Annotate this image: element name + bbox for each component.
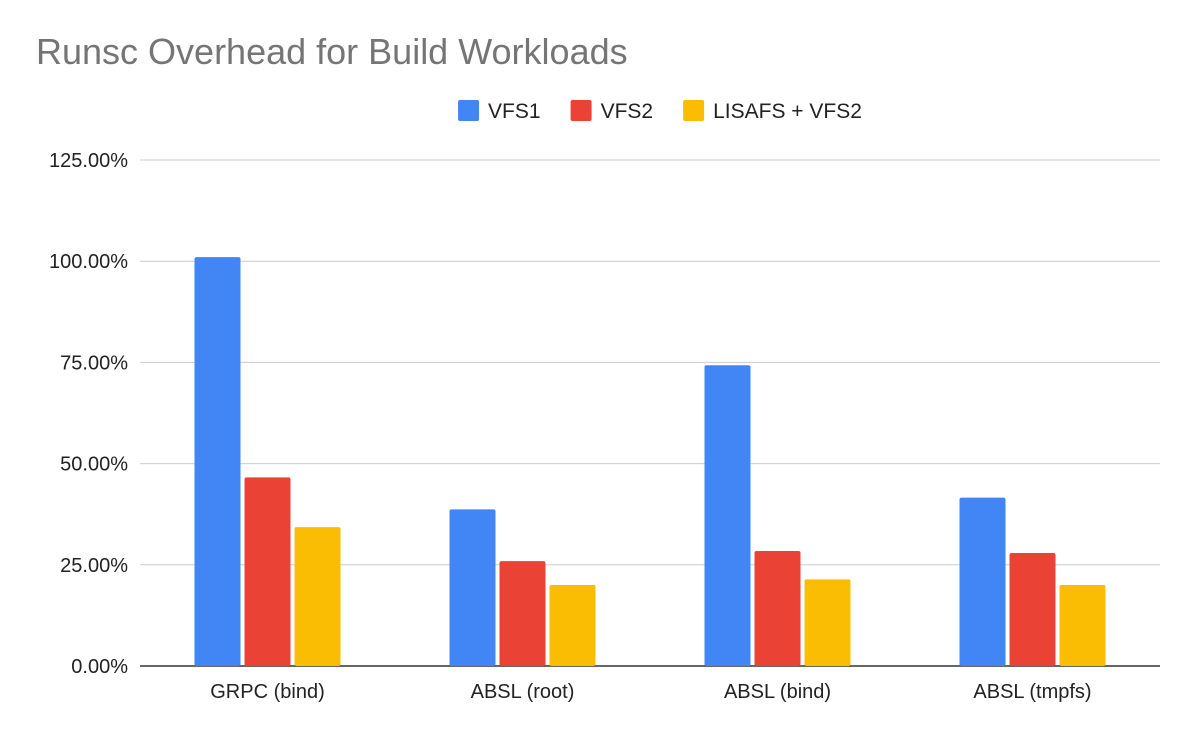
legend-swatch — [570, 100, 592, 121]
bar — [244, 477, 291, 666]
legend-swatch — [683, 100, 705, 121]
bar — [449, 509, 496, 666]
x-category-label: ABSL (root) — [471, 681, 575, 703]
y-tick-label: 75.00% — [60, 352, 128, 374]
y-tick-label: 100.00% — [49, 251, 128, 273]
legend-item: VFS2 — [570, 100, 654, 123]
x-category-label: GRPC (bind) — [210, 681, 324, 703]
legend: VFS1 VFS2 LISAFS + VFS2 — [458, 100, 862, 123]
y-tick-label: 0.00% — [71, 656, 128, 678]
y-tick-label: 125.00% — [49, 150, 128, 172]
bar — [294, 527, 341, 666]
legend-swatch — [458, 100, 480, 121]
y-axis-ticks: 0.00% 25.00% 50.00% 75.00% 100.00% 125.00% — [49, 150, 128, 678]
y-tick-label: 50.00% — [60, 454, 128, 476]
bars — [194, 257, 1106, 666]
x-category-label: ABSL (tmpfs) — [973, 681, 1091, 703]
bar — [754, 551, 801, 666]
bar — [499, 561, 546, 666]
legend-item: VFS1 — [458, 100, 541, 123]
legend-label: VFS2 — [601, 100, 654, 123]
legend-label: LISAFS + VFS2 — [713, 100, 862, 123]
x-category-label: ABSL (bind) — [724, 681, 831, 703]
bar — [959, 497, 1006, 666]
bar — [549, 585, 596, 666]
bar — [1059, 585, 1106, 666]
y-tick-label: 25.00% — [60, 555, 128, 577]
x-axis-categories: GRPC (bind) ABSL (root) ABSL (bind) ABSL (t… — [210, 681, 1091, 703]
bar — [194, 257, 241, 666]
legend-item: LISAFS + VFS2 — [683, 100, 862, 123]
gridlines — [140, 159, 1160, 667]
legend-label: VFS1 — [488, 100, 541, 123]
bar — [704, 365, 751, 666]
bar — [804, 579, 851, 666]
bar — [1009, 553, 1056, 666]
chart-title: Runsc Overhead for Build Workloads — [36, 31, 628, 72]
